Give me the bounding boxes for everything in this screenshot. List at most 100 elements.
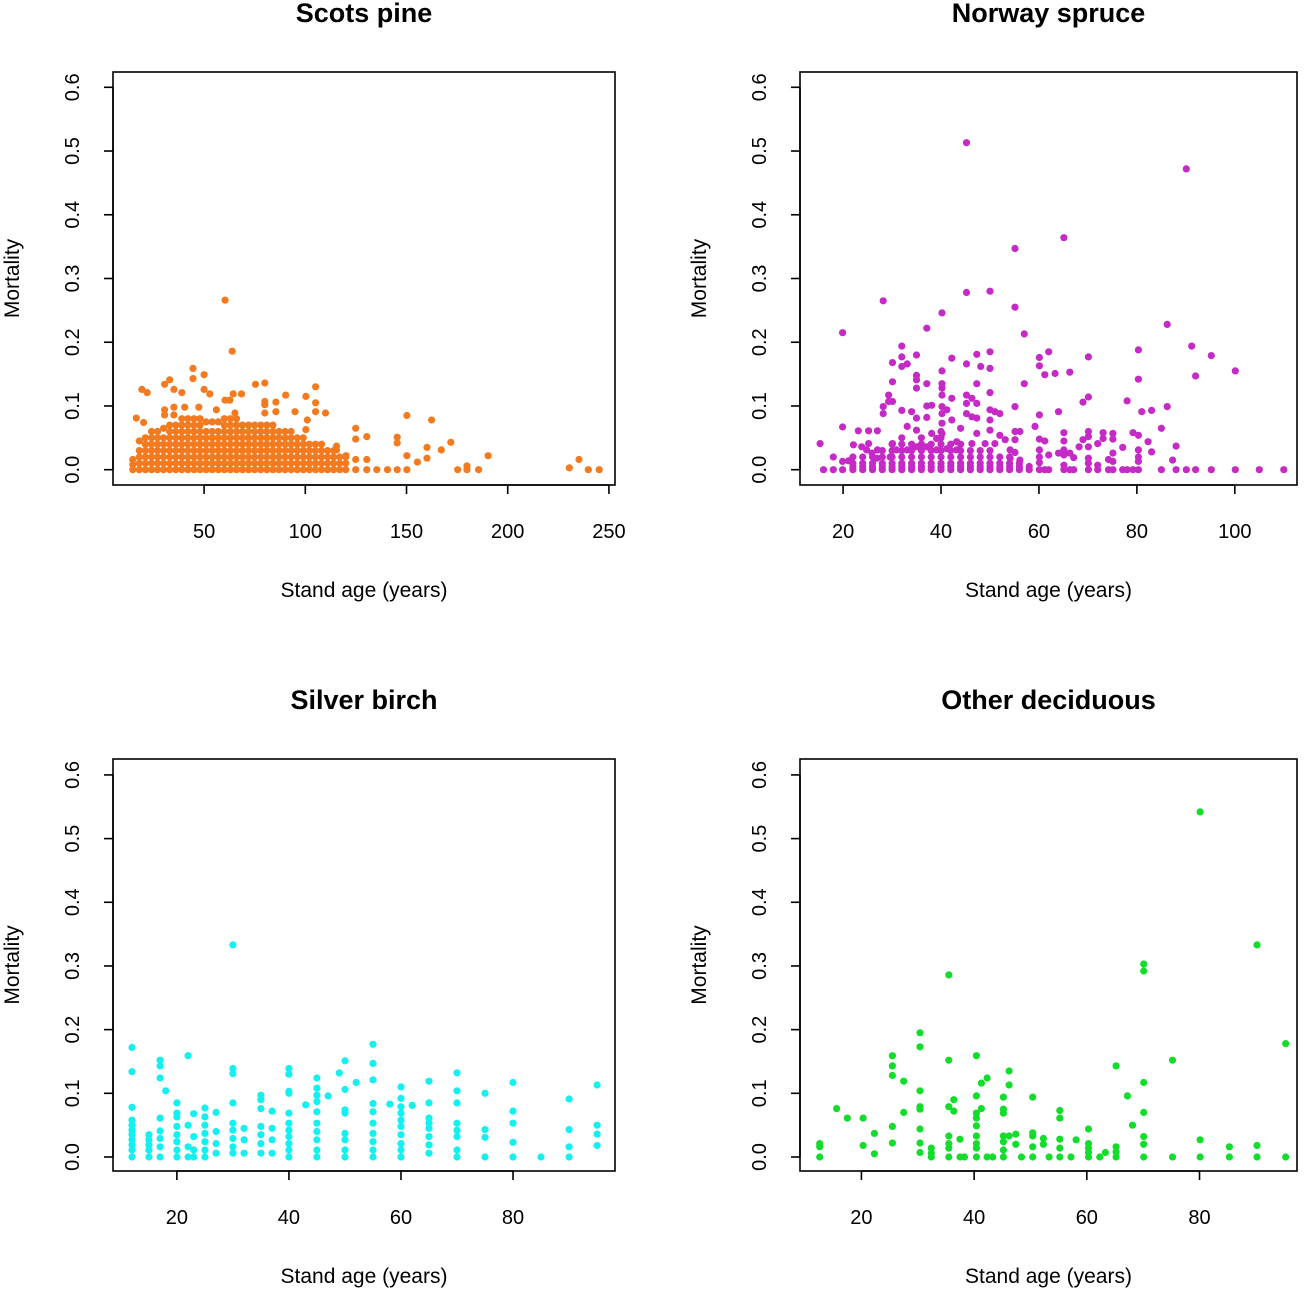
- data-point: [816, 440, 824, 448]
- data-point: [342, 459, 350, 467]
- data-point: [251, 447, 259, 455]
- data-point: [156, 1074, 164, 1082]
- x-tick-label: 60: [1076, 1207, 1098, 1229]
- data-point: [950, 1096, 958, 1104]
- y-tick-label: 0.0: [749, 456, 771, 484]
- data-point: [1140, 967, 1148, 975]
- data-point: [1148, 448, 1156, 456]
- x-tick-label: 40: [278, 1207, 300, 1229]
- data-point: [1163, 320, 1171, 328]
- data-point: [593, 1130, 601, 1138]
- data-point: [447, 438, 455, 446]
- data-point: [229, 1149, 237, 1157]
- data-point: [859, 1141, 867, 1150]
- data-point: [1079, 436, 1087, 444]
- data-point: [1134, 446, 1142, 454]
- data-point: [263, 459, 271, 467]
- data-point: [1029, 1132, 1037, 1140]
- data-point: [317, 440, 326, 448]
- data-point: [173, 1113, 181, 1121]
- data-point: [341, 1057, 349, 1065]
- data-point: [819, 466, 828, 474]
- data-point: [948, 416, 956, 424]
- data-point: [1134, 375, 1142, 383]
- data-point: [135, 459, 143, 467]
- data-point: [1084, 443, 1092, 451]
- data-point: [1225, 1153, 1233, 1161]
- data-point: [1253, 941, 1261, 949]
- data-point: [141, 466, 149, 474]
- data-point: [475, 466, 483, 474]
- data-point: [166, 466, 174, 474]
- data-point: [1035, 362, 1043, 370]
- data-point: [184, 415, 192, 423]
- data-point: [1109, 449, 1117, 457]
- data-point: [1045, 451, 1053, 459]
- data-point: [160, 424, 168, 432]
- data-point: [397, 1083, 405, 1091]
- data-point: [156, 1114, 164, 1122]
- data-point: [313, 1146, 321, 1154]
- data-point: [196, 447, 204, 455]
- data-point: [238, 453, 247, 461]
- data-point: [878, 459, 886, 467]
- data-point: [397, 1109, 405, 1117]
- data-point: [238, 421, 247, 429]
- data-point: [873, 454, 881, 462]
- data-point: [312, 399, 320, 407]
- data-point: [537, 1153, 545, 1161]
- data-point: [229, 1143, 237, 1151]
- data-point: [184, 1143, 192, 1151]
- data-point: [1045, 348, 1053, 356]
- data-point: [238, 466, 247, 474]
- data-point: [281, 466, 289, 474]
- data-point: [386, 1100, 394, 1108]
- data-point: [423, 443, 431, 451]
- data-point: [226, 466, 234, 474]
- data-point: [973, 350, 981, 358]
- data-point: [888, 440, 897, 448]
- data-point: [425, 1077, 433, 1085]
- data-point: [973, 414, 981, 422]
- data-point: [172, 453, 180, 461]
- data-point: [912, 426, 921, 434]
- data-point: [313, 1136, 321, 1144]
- data-point: [816, 1153, 824, 1161]
- data-point: [453, 1087, 461, 1095]
- data-point: [927, 459, 935, 467]
- data-point: [397, 1131, 405, 1139]
- data-point: [1094, 461, 1102, 469]
- x-tick-label: 100: [1218, 521, 1251, 543]
- data-point: [888, 459, 896, 467]
- data-point: [1035, 453, 1043, 461]
- data-point: [1134, 431, 1142, 439]
- data-point: [1134, 466, 1142, 474]
- data-point: [268, 1136, 276, 1144]
- data-point: [190, 447, 198, 455]
- data-point: [317, 459, 326, 467]
- data-point: [352, 424, 360, 432]
- data-point: [281, 447, 289, 455]
- data-point: [178, 421, 186, 429]
- data-point: [1109, 457, 1117, 465]
- x-tick-label: 40: [930, 521, 952, 543]
- data-point: [228, 347, 236, 355]
- data-point: [147, 427, 156, 436]
- data-point: [870, 1129, 879, 1137]
- data-point: [972, 1109, 981, 1117]
- data-point: [369, 1138, 377, 1146]
- data-point: [879, 297, 887, 305]
- data-point: [282, 391, 290, 399]
- data-point: [1138, 408, 1146, 416]
- data-point: [397, 1094, 405, 1102]
- data-point: [311, 466, 319, 474]
- data-point: [166, 459, 174, 467]
- data-point: [999, 1109, 1008, 1117]
- data-point: [898, 453, 906, 461]
- data-point: [976, 453, 984, 461]
- data-point: [481, 1126, 489, 1134]
- data-point: [145, 1146, 153, 1154]
- data-point: [311, 453, 319, 461]
- data-point: [916, 1139, 924, 1147]
- data-point: [976, 447, 984, 455]
